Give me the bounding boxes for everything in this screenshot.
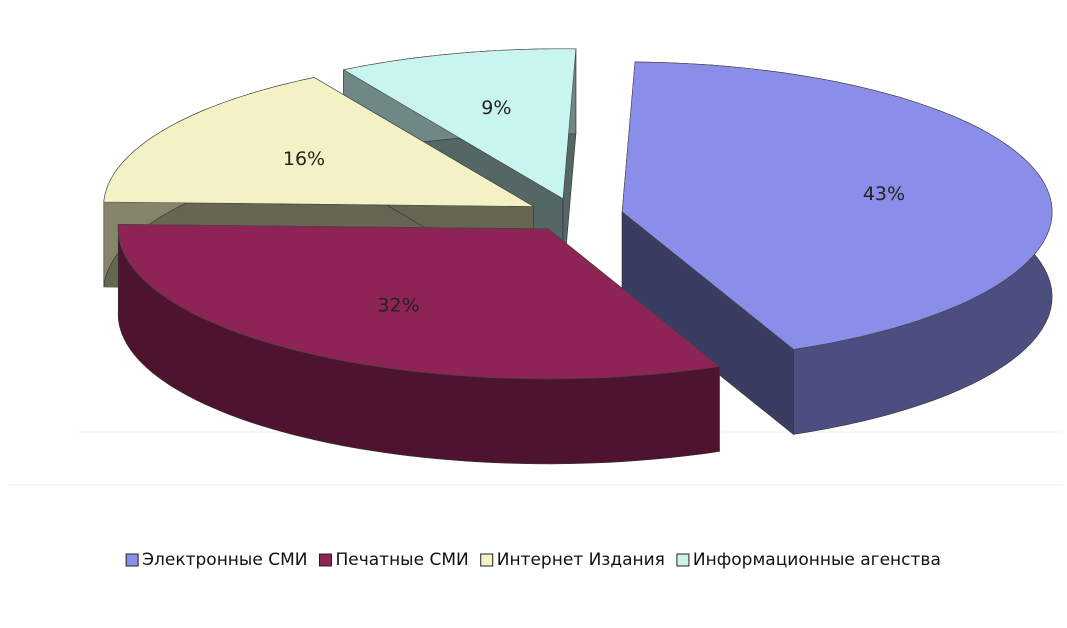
slice-top — [621, 61, 1053, 350]
legend-swatch — [676, 553, 690, 567]
slice-top — [117, 224, 721, 380]
legend-label: Интернет Издания — [497, 550, 665, 570]
legend-label: Информационные агенства — [693, 550, 941, 570]
slice-top — [103, 77, 535, 207]
legend: Электронные СМИ Печатные СМИ Интернет Изда… — [125, 550, 941, 570]
data-label: 9% — [481, 97, 511, 119]
data-label: 32% — [377, 294, 419, 316]
slice-top — [342, 48, 577, 200]
legend-label: Электронные СМИ — [142, 550, 307, 570]
legend-label: Печатные СМИ — [335, 550, 468, 570]
pie-slice: 43% — [621, 61, 1053, 436]
pie-slice: 32% — [117, 224, 721, 465]
data-label: 43% — [863, 183, 905, 205]
data-label: 16% — [283, 148, 325, 170]
legend-swatch — [318, 553, 332, 567]
legend-swatch — [125, 553, 139, 567]
legend-swatch — [480, 553, 494, 567]
